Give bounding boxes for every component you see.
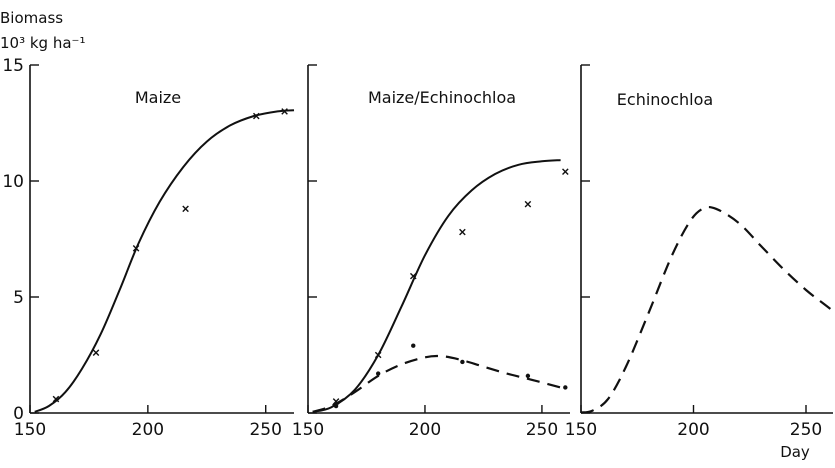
panel-title: Maize [135, 88, 181, 107]
x-marker-point [252, 112, 260, 120]
dot-marker-point [411, 343, 416, 348]
x-tick-label: 200 [132, 420, 164, 440]
dot-marker-point [460, 359, 465, 365]
x-marker-point [409, 272, 417, 280]
x-marker-point [52, 395, 60, 403]
x-tick-label: 200 [677, 420, 709, 440]
x-marker-point [281, 108, 288, 115]
x-marker-point [562, 168, 569, 176]
x-tick-label: 200 [409, 420, 441, 440]
dashed-curve [580, 205, 834, 414]
x-tick-label: 250 [249, 420, 281, 440]
y-tick-label: 0 [13, 404, 24, 424]
chart-panel-3: 150 200 250 Echinochloa Day [565, 64, 834, 461]
x-tick-label: 250 [790, 420, 822, 440]
dashed-curve [312, 354, 561, 413]
y-tick-label: 5 [13, 288, 24, 308]
chart-panel-2: 150 200 250 Maize/Echinochloa [292, 64, 570, 440]
x-marker-point [92, 349, 100, 356]
x-marker-point [374, 351, 382, 359]
x-marker-point [182, 205, 189, 213]
y-axis-label-line1: Biomass [0, 9, 63, 27]
x-marker-point [459, 228, 466, 236]
panel-title: Maize/Echinochloa [368, 88, 516, 107]
panel-title: Echinochloa [617, 90, 713, 109]
x-tick-label: 150 [565, 420, 597, 440]
dot-marker-point [375, 371, 381, 376]
x-tick-label: 150 [14, 420, 46, 440]
dot-marker-point [525, 373, 531, 379]
x-marker-point [524, 200, 532, 208]
x-marker-point [132, 244, 140, 252]
y-tick-label: 10 [2, 172, 24, 192]
chart-panel-1: 0 5 10 15 150 200 250 Maize [2, 56, 295, 440]
y-axis-label-line2: 10³ kg ha⁻¹ [0, 34, 85, 52]
x-tick-label: 250 [526, 420, 558, 440]
solid-curve [312, 159, 561, 413]
x-tick-label: 150 [292, 420, 324, 440]
dot-marker-point [333, 403, 339, 409]
x-marker-point [332, 398, 340, 405]
solid-curve [34, 109, 295, 413]
y-tick-label: 15 [2, 56, 24, 76]
x-axis-label: Day [780, 443, 810, 461]
dot-marker-point [563, 385, 568, 390]
